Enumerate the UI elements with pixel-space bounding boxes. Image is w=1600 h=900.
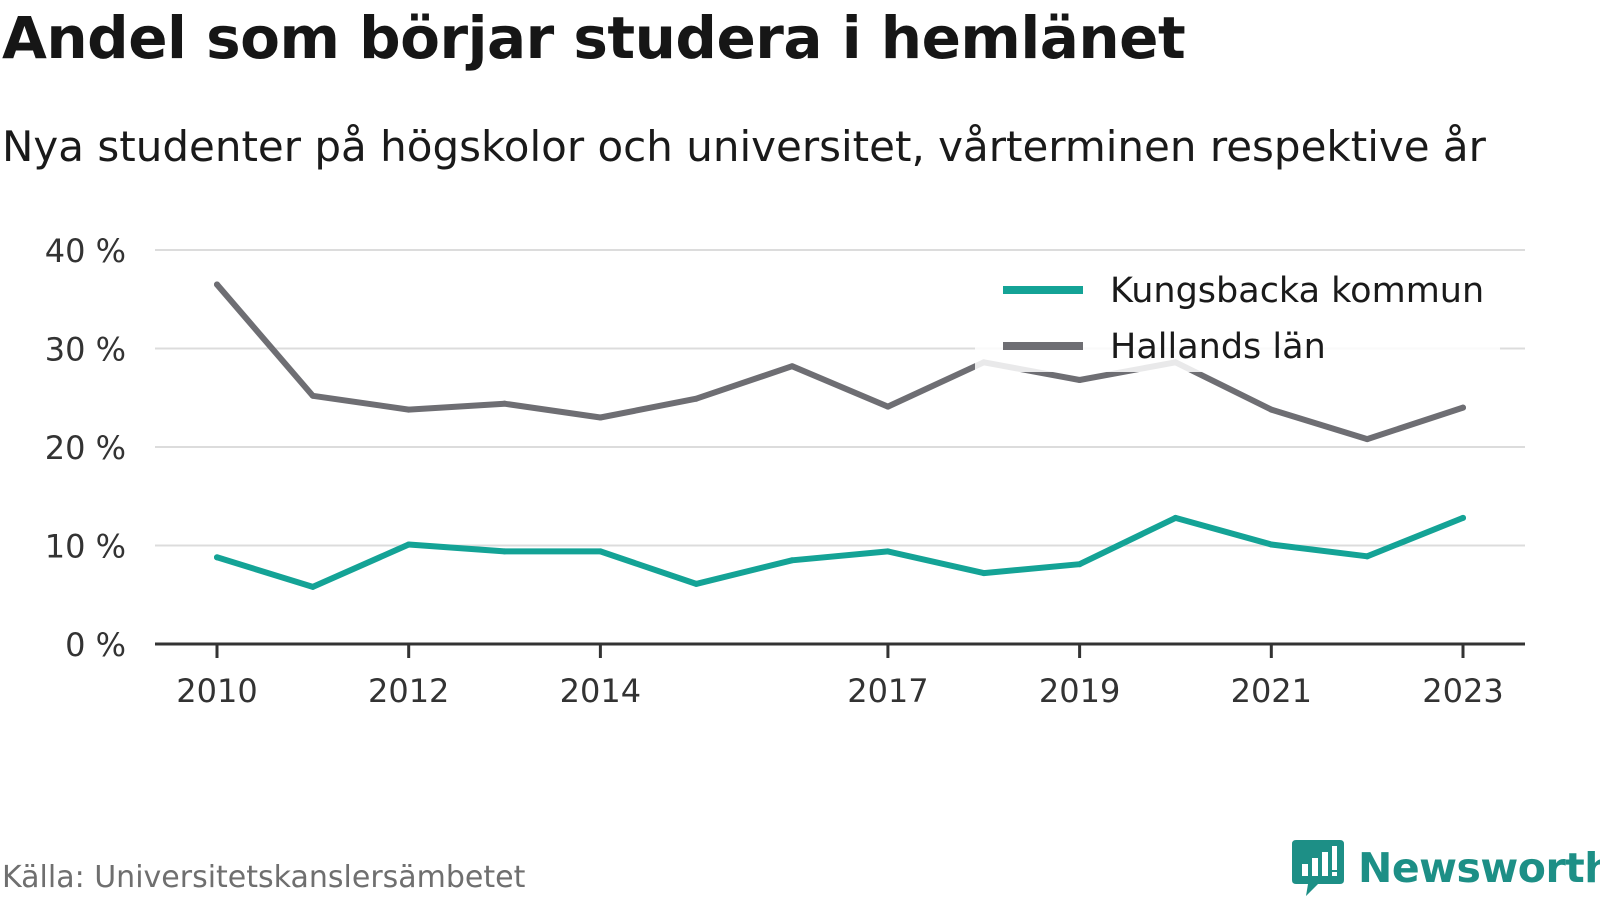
y-axis-tick-labels: 0 % 10 % 20 % 30 % 40 % bbox=[45, 232, 126, 664]
series-line-hallands-län bbox=[214, 281, 1466, 443]
series-line-kungsbacka-kommun bbox=[214, 514, 1466, 590]
data-point bbox=[1460, 514, 1466, 521]
chart-subtitle: Nya studenter på högskolor och universit… bbox=[2, 122, 1486, 171]
y-tick-label: 20 % bbox=[45, 429, 126, 467]
data-point bbox=[884, 403, 891, 410]
x-tick-label: 2019 bbox=[1039, 672, 1120, 710]
data-point bbox=[1364, 436, 1371, 443]
data-point bbox=[309, 392, 316, 399]
x-axis: 2010 2012 2014 2017 2019 2021 2023 bbox=[155, 642, 1525, 710]
legend: Kungsbacka kommun Hallands län bbox=[975, 262, 1500, 372]
y-tick-label: 10 % bbox=[45, 528, 126, 566]
brand-logo: Newsworthy bbox=[1292, 840, 1600, 896]
data-point bbox=[1268, 541, 1275, 548]
legend-background bbox=[975, 262, 1500, 372]
y-tick-label: 30 % bbox=[45, 331, 126, 369]
data-point bbox=[884, 548, 891, 555]
data-point bbox=[980, 570, 987, 577]
data-point bbox=[597, 548, 604, 555]
data-point bbox=[693, 580, 700, 587]
data-point bbox=[501, 400, 508, 407]
data-point bbox=[1364, 553, 1371, 560]
data-point bbox=[693, 395, 700, 402]
line-chart: 0 % 10 % 20 % 30 % 40 % 2010 2012 2014 2017 2019… bbox=[45, 232, 1525, 710]
data-point bbox=[214, 281, 220, 288]
data-point bbox=[214, 554, 220, 561]
series-lines bbox=[214, 281, 1466, 590]
data-point bbox=[1172, 514, 1179, 521]
y-tick-label: 0 % bbox=[65, 626, 126, 664]
y-tick-label: 40 % bbox=[45, 232, 126, 270]
newsworthy-logo-icon bbox=[1292, 840, 1344, 896]
data-point bbox=[789, 557, 796, 564]
source-note: Källa: Universitetskanslersämbetet bbox=[2, 860, 526, 895]
x-tick-label: 2014 bbox=[560, 672, 641, 710]
data-point bbox=[501, 548, 508, 555]
data-point bbox=[405, 541, 412, 548]
data-point bbox=[789, 363, 796, 370]
x-tick-label: 2023 bbox=[1422, 672, 1503, 710]
data-point bbox=[1076, 377, 1083, 384]
data-point bbox=[1076, 561, 1083, 568]
data-point bbox=[1268, 406, 1275, 413]
data-point bbox=[597, 414, 604, 421]
chart-title: Andel som börjar studera i hemlänet bbox=[2, 4, 1186, 72]
data-point bbox=[309, 583, 316, 590]
x-tick-label: 2017 bbox=[847, 672, 928, 710]
x-tick-label: 2010 bbox=[176, 672, 257, 710]
legend-label: Kungsbacka kommun bbox=[1110, 271, 1484, 311]
data-point bbox=[1460, 404, 1466, 411]
brand-name: Newsworthy bbox=[1358, 844, 1600, 892]
x-tick-label: 2012 bbox=[368, 672, 449, 710]
x-tick-label: 2021 bbox=[1231, 672, 1312, 710]
legend-label: Hallands län bbox=[1110, 327, 1326, 367]
data-point bbox=[405, 406, 412, 413]
